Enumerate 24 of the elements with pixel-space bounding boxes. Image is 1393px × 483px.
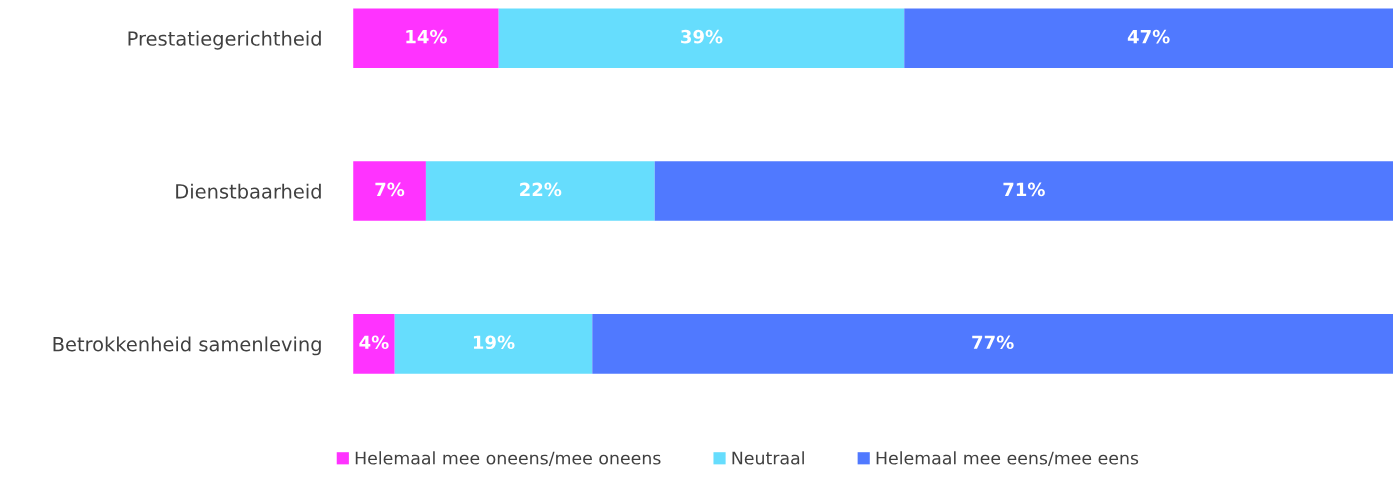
data-label: 39% bbox=[681, 29, 723, 44]
bar bbox=[654, 161, 1393, 221]
data-label: 4% bbox=[359, 335, 389, 350]
bar bbox=[592, 314, 1393, 374]
bar bbox=[353, 161, 426, 221]
bar bbox=[353, 8, 499, 69]
legend-label: Helemaal mee oneens/mee oneens bbox=[355, 451, 661, 466]
data-label: 7% bbox=[375, 182, 405, 197]
legend-label: Helemaal mee eens/mee eens bbox=[876, 451, 1139, 466]
data-label: 71% bbox=[1003, 182, 1045, 197]
data-label: 19% bbox=[473, 335, 515, 350]
bar bbox=[394, 314, 593, 374]
y-tick-label: Prestatiegerichtheid bbox=[128, 30, 321, 50]
y-tick-label: Betrokkenheid samenleving bbox=[53, 336, 321, 356]
data-label: 77% bbox=[972, 335, 1014, 350]
bar bbox=[425, 161, 655, 221]
data-label: 22% bbox=[520, 182, 562, 197]
bar bbox=[498, 8, 905, 69]
bar bbox=[353, 314, 395, 374]
y-tick-label: Dienstbaarheid bbox=[176, 183, 321, 199]
data-label: 14% bbox=[406, 29, 447, 44]
bar bbox=[904, 8, 1393, 69]
legend-label: Neutraal bbox=[732, 451, 804, 465]
data-label: 47% bbox=[1127, 29, 1170, 44]
